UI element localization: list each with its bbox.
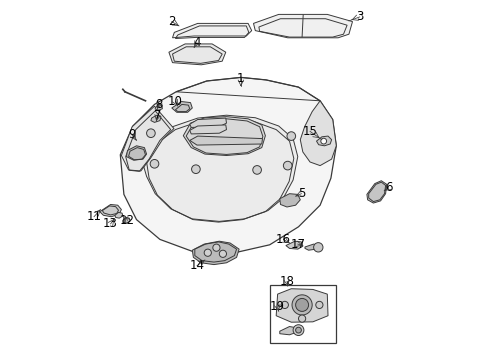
Text: 1: 1 <box>237 72 244 85</box>
Text: 5: 5 <box>297 187 305 200</box>
Circle shape <box>291 295 311 315</box>
Bar <box>269 285 336 343</box>
Circle shape <box>283 161 291 170</box>
Text: 17: 17 <box>290 238 305 251</box>
Text: 6: 6 <box>384 181 391 194</box>
Polygon shape <box>171 102 192 112</box>
Polygon shape <box>189 125 226 134</box>
Polygon shape <box>285 241 302 249</box>
Polygon shape <box>151 115 161 122</box>
Polygon shape <box>126 146 146 160</box>
Text: 7: 7 <box>153 109 161 122</box>
Polygon shape <box>189 118 226 127</box>
Polygon shape <box>279 327 295 335</box>
Circle shape <box>146 129 155 138</box>
Text: 3: 3 <box>355 10 363 23</box>
Polygon shape <box>192 241 239 265</box>
Text: 19: 19 <box>269 300 285 313</box>
Polygon shape <box>305 244 318 250</box>
Circle shape <box>191 165 200 174</box>
Text: 16: 16 <box>275 233 290 246</box>
Text: 4: 4 <box>193 36 200 49</box>
Polygon shape <box>253 14 352 38</box>
Text: 9: 9 <box>128 129 136 141</box>
Circle shape <box>281 301 288 309</box>
Polygon shape <box>120 77 336 254</box>
Circle shape <box>292 325 303 336</box>
Text: 15: 15 <box>302 125 317 138</box>
Polygon shape <box>276 289 327 322</box>
Circle shape <box>320 138 326 144</box>
Circle shape <box>212 244 220 251</box>
Circle shape <box>295 298 308 311</box>
Text: 8: 8 <box>155 98 162 111</box>
Circle shape <box>286 132 295 140</box>
Polygon shape <box>121 106 174 171</box>
Circle shape <box>204 249 211 256</box>
Circle shape <box>150 159 159 168</box>
Circle shape <box>295 327 301 333</box>
Text: 2: 2 <box>168 15 175 28</box>
Text: 14: 14 <box>189 259 204 272</box>
Polygon shape <box>316 136 331 146</box>
Polygon shape <box>122 217 130 223</box>
Polygon shape <box>155 104 162 110</box>
Text: 12: 12 <box>120 214 135 227</box>
Text: 18: 18 <box>279 275 294 288</box>
Polygon shape <box>300 101 336 166</box>
Polygon shape <box>168 44 225 65</box>
Polygon shape <box>142 115 297 221</box>
Polygon shape <box>100 204 121 217</box>
Polygon shape <box>183 117 265 156</box>
Polygon shape <box>279 194 300 207</box>
Circle shape <box>298 315 305 322</box>
Text: 11: 11 <box>86 210 102 223</box>
Polygon shape <box>366 181 386 203</box>
Circle shape <box>252 166 261 174</box>
Circle shape <box>313 243 322 252</box>
Circle shape <box>219 250 226 257</box>
Polygon shape <box>189 136 262 145</box>
Text: 13: 13 <box>103 217 118 230</box>
Circle shape <box>315 301 322 309</box>
Polygon shape <box>172 23 251 38</box>
Text: 10: 10 <box>167 95 183 108</box>
Polygon shape <box>115 212 122 218</box>
